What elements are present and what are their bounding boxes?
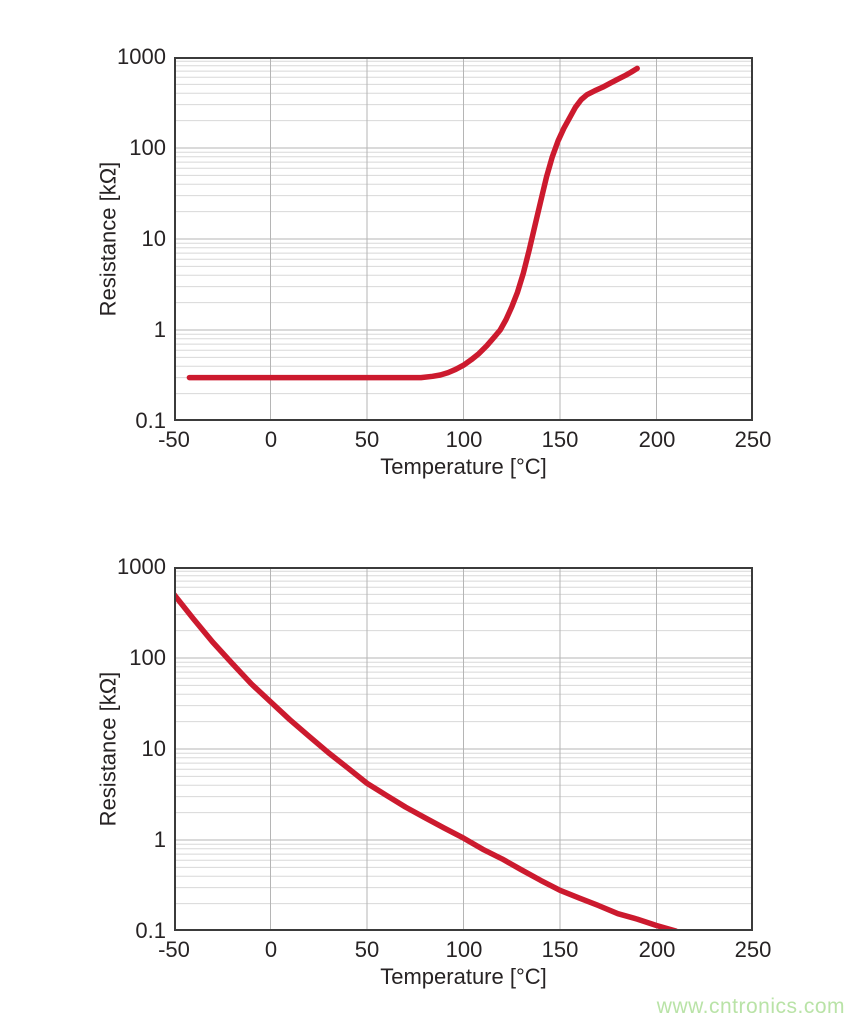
y-tick-label: 1000: [117, 44, 166, 69]
x-tick-label: -50: [158, 427, 190, 452]
x-axis-title: Temperature [°C]: [380, 454, 547, 479]
y-tick-label: 10: [141, 736, 166, 761]
x-axis-title: Temperature [°C]: [380, 964, 547, 989]
x-tick-label: 200: [638, 427, 676, 452]
y-tick-label: 0.1: [135, 408, 166, 433]
y-tick-label: 100: [129, 135, 166, 160]
x-tick-label: 250: [734, 427, 772, 452]
ntc-resistance-temperature-chart: Resistance [kΩ] 1000 100 10 1 0.1 -50 0 50 100 1…: [0, 556, 853, 997]
y-axis-ticks: 1000 100 10 1 0.1: [0, 556, 166, 942]
y-axis-ticks: 1000 100 10 1 0.1: [0, 46, 166, 432]
x-tick-label: 50: [354, 427, 380, 452]
plot-border: [174, 57, 753, 421]
y-tick-label: 1: [153, 827, 166, 852]
x-tick-label: 0: [264, 427, 278, 452]
y-tick-label: 100: [129, 645, 166, 670]
x-tick-label: 100: [445, 937, 483, 962]
watermark: www.cntronics.com: [656, 995, 845, 1018]
resistance-curve: [186, 65, 640, 381]
x-axis-ticks: -50 0 50 100 150 200 250: [0, 937, 853, 963]
x-tick-label: 250: [734, 937, 772, 962]
y-tick-label: 10: [141, 226, 166, 251]
x-tick-label: -50: [158, 937, 190, 962]
y-tick-label: 1000: [117, 554, 166, 579]
x-tick-label: 150: [541, 427, 579, 452]
plot-area: [171, 567, 753, 934]
y-tick-label: 0.1: [135, 918, 166, 943]
x-tick-label: 200: [638, 937, 676, 962]
x-tick-label: 0: [264, 937, 278, 962]
plot-border: [174, 567, 753, 931]
resistance-curve: [171, 591, 679, 934]
ptc-resistance-temperature-chart: Resistance [kΩ] 1000 100 10 1 0.1 -50 0 50 100 1…: [0, 46, 853, 487]
plot-area: [174, 57, 753, 421]
x-tick-label: 150: [541, 937, 579, 962]
x-tick-label: 100: [445, 427, 483, 452]
plot-svg: [174, 57, 753, 421]
y-tick-label: 1: [153, 317, 166, 342]
x-axis-ticks: -50 0 50 100 150 200 250: [0, 427, 853, 453]
x-tick-label: 50: [354, 937, 380, 962]
plot-svg: [171, 567, 753, 934]
